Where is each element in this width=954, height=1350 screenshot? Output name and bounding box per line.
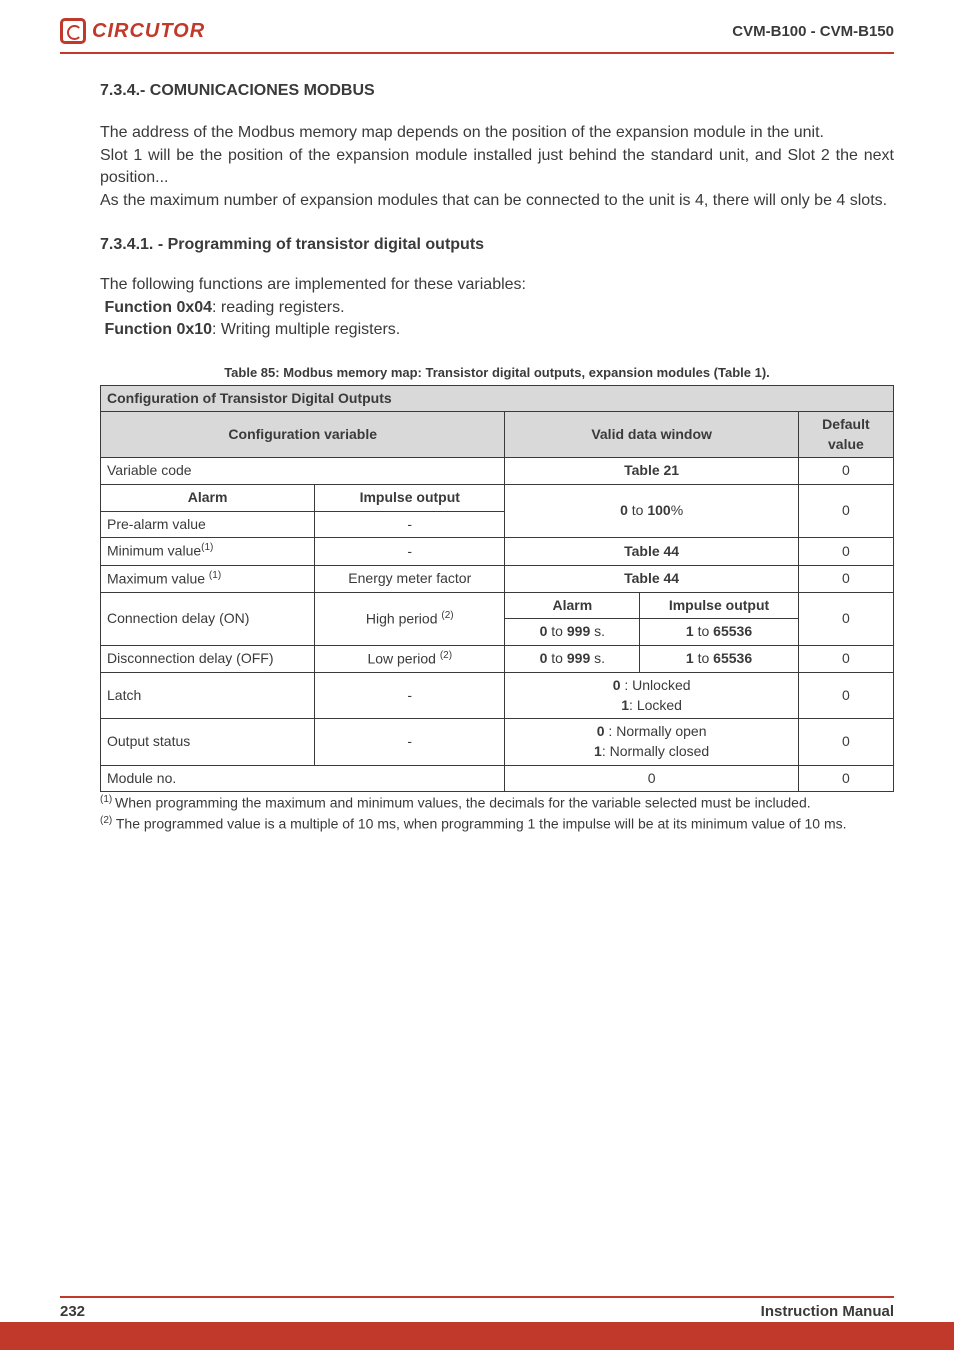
cell: -	[315, 538, 505, 565]
table-row: Alarm Impulse output 0 to 100% 0	[101, 485, 894, 512]
table-row: Maximum value (1) Energy meter factor Ta…	[101, 565, 894, 592]
table-row: Module no. 0 0	[101, 765, 894, 792]
cell: Table 44	[505, 538, 798, 565]
table-row: Variable code Table 21 0	[101, 458, 894, 485]
cell: 1 to 65536	[640, 645, 799, 672]
section-title: 7.3.4.- COMUNICACIONES MODBUS	[100, 80, 894, 102]
table-row: Latch - 0 : Unlocked1: Locked 0	[101, 673, 894, 719]
sub-header: Alarm	[505, 592, 640, 619]
paragraph: As the maximum number of expansion modul…	[100, 190, 894, 212]
function-line: Function 0x10: Writing multiple register…	[100, 319, 894, 341]
table-row: Connection delay (ON) High period (2) Al…	[101, 592, 894, 619]
modbus-table: Configuration of Transistor Digital Outp…	[100, 385, 894, 792]
cell: 0	[798, 765, 893, 792]
cell: Energy meter factor	[315, 565, 505, 592]
footer-rule	[60, 1296, 894, 1298]
page-content: 7.3.4.- COMUNICACIONES MODBUS The addres…	[0, 54, 954, 833]
cell: -	[315, 673, 505, 719]
col-header: Configuration variable	[101, 412, 505, 458]
footer-bar	[0, 1322, 954, 1350]
cell: Module no.	[101, 765, 505, 792]
function-desc: : reading registers.	[212, 299, 345, 316]
function-desc: : Writing multiple registers.	[212, 321, 400, 338]
function-line: Function 0x04: reading registers.	[100, 297, 894, 319]
document-code: CVM-B100 - CVM-B150	[732, 23, 894, 40]
cell: 0	[798, 719, 893, 765]
cell: Minimum value(1)	[101, 538, 315, 565]
cell: Pre-alarm value	[101, 511, 315, 538]
cell: Table 44	[505, 565, 798, 592]
cell: Disconnection delay (OFF)	[101, 645, 315, 672]
table-row: Output status - 0 : Normally open1: Norm…	[101, 719, 894, 765]
paragraph: The address of the Modbus memory map dep…	[100, 122, 894, 144]
function-label: Function 0x04	[104, 299, 212, 316]
cell: High period (2)	[315, 592, 505, 645]
cell: -	[315, 511, 505, 538]
logo-text: CIRCUTOR	[92, 20, 205, 43]
col-header: Default value	[798, 412, 893, 458]
sub-header: Alarm	[101, 485, 315, 512]
cell: 0	[798, 485, 893, 538]
cell: 0	[798, 592, 893, 645]
cell: Low period (2)	[315, 645, 505, 672]
logo: CIRCUTOR	[60, 18, 205, 44]
page-number: 232	[60, 1303, 85, 1320]
footnote: (1) When programming the maximum and min…	[100, 793, 894, 813]
cell: Variable code	[101, 458, 505, 485]
cell: 1 to 65536	[640, 619, 799, 646]
cell: Connection delay (ON)	[101, 592, 315, 645]
logo-icon	[60, 18, 86, 44]
col-header: Valid data window	[505, 412, 798, 458]
cell: 0	[505, 765, 798, 792]
cell: 0 to 999 s.	[505, 645, 640, 672]
footnote: (2) The programmed value is a multiple o…	[100, 814, 894, 834]
cell: 0	[798, 458, 893, 485]
function-label: Function 0x10	[104, 321, 212, 338]
table-row: Disconnection delay (OFF) Low period (2)…	[101, 645, 894, 672]
paragraph: Slot 1 will be the position of the expan…	[100, 145, 894, 190]
subsection-title: 7.3.4.1. - Programming of transistor dig…	[100, 234, 894, 256]
page-footer: 232 Instruction Manual	[0, 1303, 954, 1320]
table-row: Minimum value(1) - Table 44 0	[101, 538, 894, 565]
cell: Output status	[101, 719, 315, 765]
cell: Latch	[101, 673, 315, 719]
table-title: Configuration of Transistor Digital Outp…	[101, 385, 894, 412]
sub-header: Impulse output	[640, 592, 799, 619]
sub-header: Impulse output	[315, 485, 505, 512]
cell: 0	[798, 645, 893, 672]
cell: Table 21	[505, 458, 798, 485]
table-header-row: Configuration variable Valid data window…	[101, 412, 894, 458]
table-title-row: Configuration of Transistor Digital Outp…	[101, 385, 894, 412]
cell: Maximum value (1)	[101, 565, 315, 592]
cell: 0	[798, 538, 893, 565]
table-caption: Table 85: Modbus memory map: Transistor …	[100, 364, 894, 382]
cell: 0 : Normally open1: Normally closed	[505, 719, 798, 765]
paragraph: The following functions are implemented …	[100, 274, 894, 296]
cell: 0 to 999 s.	[505, 619, 640, 646]
footer-label: Instruction Manual	[761, 1303, 894, 1320]
cell: 0	[798, 565, 893, 592]
cell: 0 to 100%	[505, 485, 798, 538]
cell: 0 : Unlocked1: Locked	[505, 673, 798, 719]
cell: -	[315, 719, 505, 765]
page-header: CIRCUTOR CVM-B100 - CVM-B150	[0, 0, 954, 52]
cell: 0	[798, 673, 893, 719]
